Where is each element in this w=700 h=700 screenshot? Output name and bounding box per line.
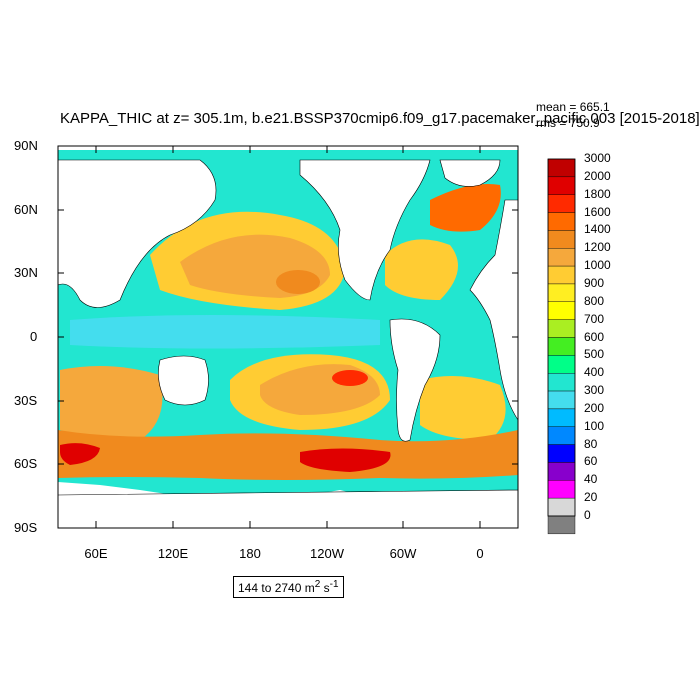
- rms-stat: rms = 750.9: [536, 116, 600, 130]
- lat-label-30n: 30N: [14, 265, 38, 280]
- colorbar: [547, 158, 576, 535]
- lat-label-60n: 60N: [14, 202, 38, 217]
- land-eurasia: [58, 159, 217, 308]
- colorbar-swatch: [547, 212, 576, 231]
- colorbar-swatch: [547, 248, 576, 267]
- colorbar-swatch: [547, 426, 576, 445]
- range-sup: 2: [314, 579, 321, 590]
- colorbar-swatch: [547, 158, 576, 178]
- land-north-america: [299, 159, 431, 301]
- lon-label-60w: 60W: [389, 546, 417, 561]
- colorbar-label: 1400: [584, 222, 611, 237]
- lat-label-0: 0: [30, 329, 38, 344]
- colorbar-swatch: [547, 230, 576, 249]
- colorbar-label: 900: [584, 275, 605, 290]
- colorbar-swatch: [547, 373, 576, 392]
- colorbar-label: 500: [584, 347, 605, 362]
- colorbar-label: 1600: [584, 204, 611, 219]
- map-field: [58, 146, 518, 528]
- colorbar-frame: [547, 158, 576, 517]
- colorbar-swatch: [547, 265, 576, 285]
- mean-stat: mean = 665.1: [536, 100, 610, 114]
- colorbar-swatch: [547, 355, 576, 374]
- lon-ticks: [95, 146, 481, 528]
- range-note: 144 to 2740 m2 s-1: [233, 576, 344, 598]
- lon-label-120w: 120W: [310, 546, 344, 561]
- colorbar-label: 80: [584, 436, 598, 451]
- colorbar-swatch: [547, 283, 576, 303]
- lat-label-30s: 30S: [14, 393, 38, 408]
- colorbar-swatch: [547, 194, 576, 213]
- colorbar-swatch: [547, 176, 576, 195]
- colorbar-swatch: [547, 515, 576, 535]
- colorbar-label: 1800: [584, 186, 611, 201]
- colorbar-label: 800: [584, 293, 605, 308]
- plot-title: KAPPA_THIC at z= 305.1m, b.e21.BSSP370cm…: [60, 110, 700, 127]
- south-atlantic-high: [420, 376, 506, 440]
- colorbar-label: 2000: [584, 168, 611, 183]
- lon-label-60e: 60E: [84, 546, 108, 561]
- north-atlantic-high: [385, 239, 458, 300]
- lon-label-120e: 120E: [157, 546, 189, 561]
- land-greenland: [439, 159, 501, 187]
- colorbar-swatch: [547, 462, 576, 481]
- south-pacific-peak: [332, 370, 368, 386]
- colorbar-swatch: [547, 408, 576, 427]
- colorbar-label: 60: [584, 454, 598, 469]
- lon-label-0: 0: [476, 546, 484, 561]
- southern-ocean-peak-pacific: [300, 448, 391, 472]
- colorbar-swatch: [547, 390, 576, 410]
- colorbar-label: 400: [584, 365, 605, 380]
- colorbar-swatch: [547, 480, 576, 499]
- lat-label-90n: 90N: [14, 138, 38, 153]
- lat-ticks: [58, 145, 518, 465]
- colorbar-swatch: [547, 337, 576, 356]
- southern-ocean-peak-indian: [60, 443, 100, 465]
- colorbar-swatch: [547, 301, 576, 320]
- colorbar-label: 20: [584, 490, 598, 505]
- lon-label-180: 180: [239, 546, 261, 561]
- range-sup2: -1: [329, 579, 339, 590]
- colorbar-swatch: [547, 319, 576, 338]
- indian-ocean-high: [60, 366, 163, 440]
- range-tail: s: [320, 581, 330, 595]
- colorbar-label: 3000: [584, 151, 611, 165]
- colorbar-label: 100: [584, 418, 605, 433]
- north-atlantic-peak: [430, 184, 501, 232]
- colorbar-swatch: [547, 444, 576, 463]
- colorbar-label: 700: [584, 311, 605, 326]
- southern-ocean-band: [58, 430, 518, 480]
- colorbar-swatch: [547, 497, 576, 517]
- lat-label-60s: 60S: [14, 456, 38, 471]
- colorbar-label: 40: [584, 472, 598, 487]
- land-antarctica: [58, 489, 518, 528]
- colorbar-label: 1200: [584, 240, 611, 255]
- land-south-america: [389, 318, 441, 442]
- equatorial-band: [70, 315, 380, 349]
- colorbar-label: 600: [584, 329, 605, 344]
- land-australia: [158, 355, 209, 406]
- colorbar-label: 300: [584, 383, 605, 398]
- colorbar-label: 1000: [584, 258, 611, 273]
- colorbar-label: 0: [584, 508, 591, 522]
- land-europe-africa: [469, 199, 518, 421]
- north-pacific-peak: [276, 270, 320, 294]
- range-text: 144 to 2740 m: [238, 581, 315, 595]
- lat-label-90s: 90S: [14, 520, 38, 535]
- colorbar-label: 200: [584, 400, 605, 415]
